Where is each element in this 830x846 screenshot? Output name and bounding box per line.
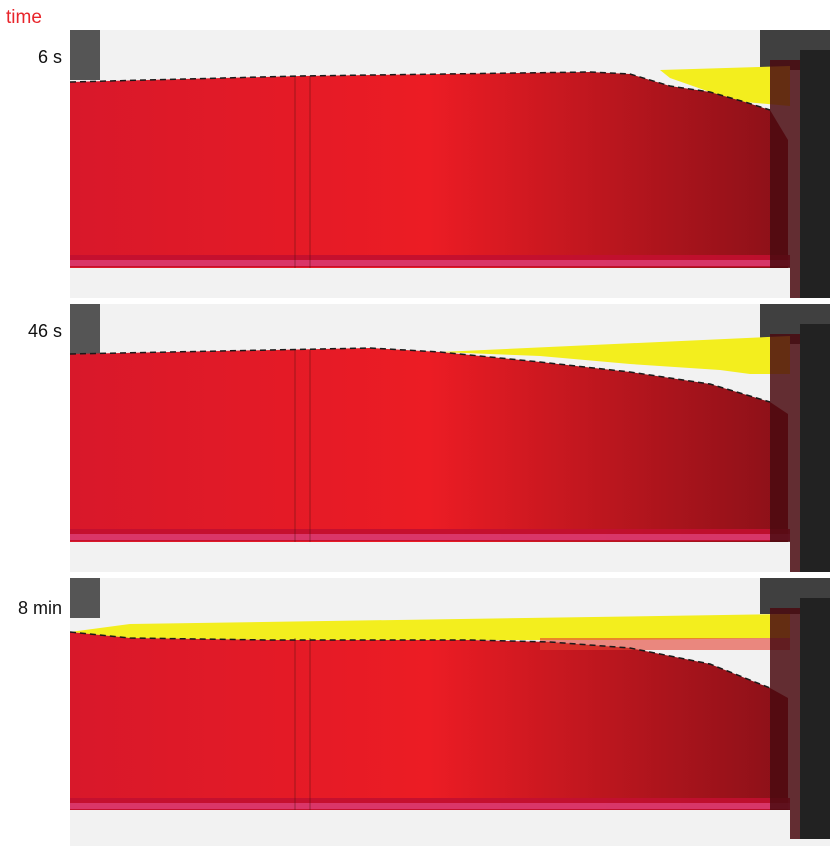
red-layer <box>70 348 788 542</box>
interface-line <box>70 347 771 403</box>
yellow-layer <box>440 336 790 374</box>
frame-image-8min <box>70 578 830 839</box>
red-layer <box>70 632 788 810</box>
red-layer <box>70 72 788 268</box>
yellow-layer <box>660 66 790 106</box>
interface-line <box>70 71 771 111</box>
experiment-frame-8min <box>70 578 830 846</box>
time-label-6s: 6 s <box>37 47 62 67</box>
yellow-layer <box>70 614 790 640</box>
interface-line <box>70 631 771 689</box>
frame-image-46s <box>70 304 830 572</box>
time-axis-label: time <box>6 7 42 28</box>
frame-image-6s <box>70 30 830 298</box>
time-label-8min: 8 min <box>17 598 62 618</box>
time-label-46s: 46 s <box>27 321 62 341</box>
experiment-frame-6s <box>70 30 830 298</box>
experiment-frame-46s <box>70 304 830 572</box>
